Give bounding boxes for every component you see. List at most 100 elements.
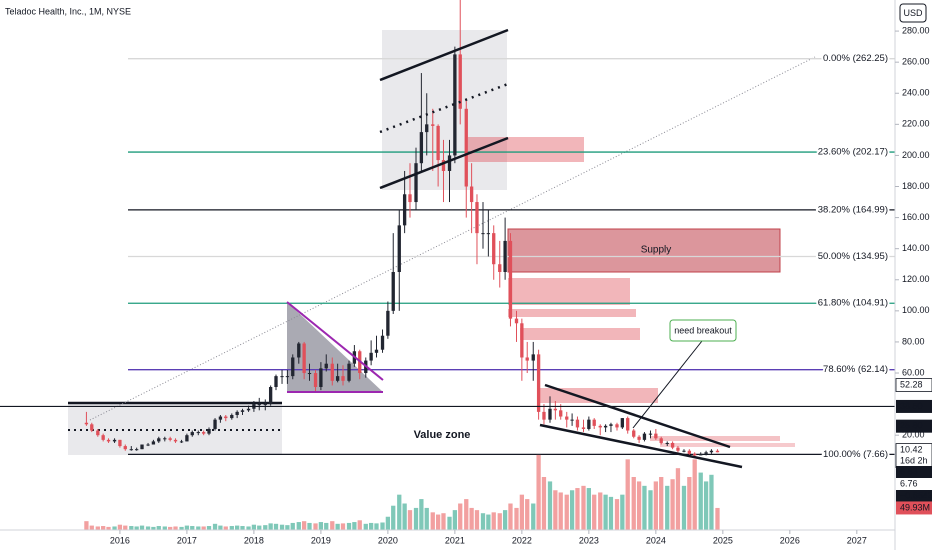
candle-body (581, 427, 586, 429)
candle-body (603, 425, 608, 428)
candle-body (709, 450, 714, 453)
y-tick-label: 280.00 (902, 25, 930, 35)
volume-bar (575, 488, 580, 530)
volume-bar (648, 490, 653, 530)
candle-body (129, 449, 133, 451)
candle-body (307, 373, 312, 375)
volume-bar (620, 494, 625, 530)
fib-label: 78.60% (62.14) (823, 364, 888, 375)
volume-bar (564, 494, 569, 530)
volume-bar (89, 525, 94, 530)
currency-button[interactable] (899, 3, 927, 23)
x-tick-label: 2026 (780, 535, 800, 545)
volume-bar (380, 522, 385, 530)
x-tick-label: 2027 (847, 535, 867, 545)
volume-bar (229, 526, 234, 530)
volume-bar (631, 477, 636, 530)
volume-bar (452, 510, 458, 530)
volume-bar (123, 525, 128, 530)
fib-label: 100.00% (7.66) (823, 449, 888, 460)
candle-body (101, 435, 105, 440)
y-tick-label: 180.00 (902, 181, 930, 191)
candle-body (458, 54, 462, 109)
volume-bar (698, 472, 703, 530)
indicator-label: −0.8543 (900, 490, 932, 500)
y-tick-label: 220.00 (902, 119, 930, 129)
volume-bar (206, 526, 212, 530)
volume-bar (402, 503, 407, 530)
volume-bar (357, 520, 362, 530)
volume-bar (112, 526, 117, 530)
volume-bar (201, 526, 206, 530)
candle-body (587, 419, 591, 429)
volume-bar (190, 526, 195, 530)
candle-body (632, 430, 636, 437)
wedge-lower (539, 423, 743, 469)
candle-body (397, 225, 401, 272)
candle-body (302, 343, 306, 374)
volume-bar (368, 522, 374, 530)
volume-bar (134, 526, 139, 530)
fib-label: 61.80% (104.91) (818, 298, 888, 309)
candle-body (475, 202, 479, 234)
candle-body (648, 433, 653, 435)
candle-body (90, 424, 94, 431)
y-tick-label: 80.00 (902, 336, 925, 346)
candle-body (268, 387, 273, 405)
candle-body (447, 155, 452, 171)
volume-bar (106, 526, 111, 530)
candle-body (525, 357, 529, 361)
candle-body (146, 444, 150, 446)
candle-body (274, 376, 278, 388)
candle-body (609, 424, 613, 426)
y-tick-label: 120.00 (902, 274, 930, 284)
volume-label-box (896, 501, 932, 515)
drawings-over: Supply Value zone need breakout (0, 28, 895, 469)
candle-body (503, 240, 507, 272)
candle-body (642, 433, 647, 440)
candle-body (341, 376, 345, 381)
volume-bar (642, 485, 647, 530)
volume-bar (196, 526, 201, 530)
volume-bar (290, 522, 295, 530)
candle-body (374, 349, 379, 353)
volume-bar (391, 505, 396, 530)
volume-bar (162, 526, 167, 530)
volume-bar (257, 525, 262, 530)
volume-bar (636, 481, 642, 530)
x-tick-label: 2022 (512, 535, 532, 545)
volume-bar (184, 525, 190, 530)
volume-bar (447, 516, 452, 530)
volume-bar (117, 524, 123, 530)
x-tick-label: 2019 (311, 535, 331, 545)
candle-body (704, 452, 708, 454)
volume-bar (385, 516, 391, 530)
volume-bar (547, 481, 553, 530)
volume-bar (374, 523, 379, 530)
price-label: 10.42 (900, 444, 923, 454)
volume-bar (491, 512, 496, 530)
candle-body (151, 441, 156, 445)
volume-bar (273, 523, 279, 530)
volume-bar (424, 507, 429, 530)
supply-zone (520, 328, 640, 340)
candle-body (570, 419, 574, 421)
indicator-label-box (896, 478, 932, 490)
candle-body (380, 335, 385, 350)
volume-bar (665, 485, 670, 530)
volume-bar (168, 526, 173, 530)
candle-body (665, 442, 669, 444)
price-label-box (895, 378, 932, 392)
volume-bar (514, 507, 519, 530)
price-label-box (895, 443, 932, 468)
candle-body (414, 163, 418, 203)
y-tick-label: 20.00 (902, 430, 925, 440)
y-tick-label: 200.00 (902, 150, 930, 160)
volume-bar (340, 523, 346, 530)
candle-body (565, 416, 569, 420)
indicator-label-box (896, 490, 932, 502)
volume-bar (709, 474, 714, 530)
